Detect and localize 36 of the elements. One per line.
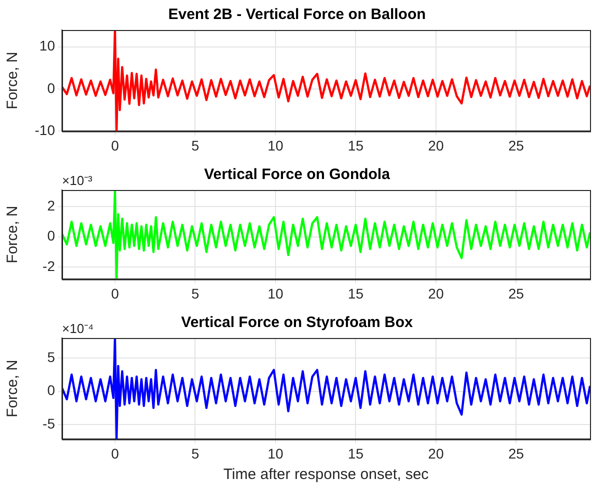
- x-tick-label: 10: [268, 285, 284, 302]
- y-tick-label: 0: [47, 228, 56, 244]
- y-tick-label: -10: [34, 122, 56, 138]
- chart-title: Vertical Force on Styrofoam Box: [181, 314, 414, 332]
- x-tick-label: 0: [111, 285, 120, 302]
- text: ×10⁻³: [62, 173, 94, 188]
- x-axis-title: Time after response onset, sec: [223, 466, 430, 484]
- y-tick-label: -2: [42, 258, 56, 274]
- y-tick-label: 0: [47, 80, 56, 96]
- x-tick-label: 20: [428, 285, 444, 302]
- text: ×10⁻⁴: [62, 321, 94, 336]
- x-tick-label: 10: [268, 445, 284, 462]
- chart-title: Event 2B - Vertical Force on Balloon: [168, 6, 426, 24]
- x-tick-label: 25: [508, 285, 524, 302]
- x-tick-label: 0: [111, 445, 120, 462]
- x-tick-label: 15: [348, 445, 364, 462]
- x-tick-label: 15: [348, 137, 364, 154]
- y-tick-label: 0: [47, 382, 56, 398]
- x-tick-label: 10: [268, 137, 284, 154]
- y-axis-title: Force, N: [4, 360, 22, 418]
- x-tick-label: 20: [428, 137, 444, 154]
- chart-title: Vertical Force on Gondola: [204, 166, 391, 184]
- x-tick-label: 5: [191, 137, 200, 154]
- x-tick-label: 5: [191, 445, 200, 462]
- x-tick-label: 25: [508, 445, 524, 462]
- x-tick-label: 25: [508, 137, 524, 154]
- y-axis-title: Force, N: [4, 206, 22, 264]
- x-tick-label: 15: [348, 285, 364, 302]
- x-tick-label: 0: [111, 137, 120, 154]
- y-tick-label: 10: [39, 38, 56, 54]
- y-tick-label: -5: [42, 415, 56, 432]
- y-tick-label: 5: [47, 348, 56, 365]
- x-tick-label: 5: [191, 285, 200, 302]
- y-axis-title: Force, N: [4, 52, 22, 110]
- x-tick-label: 20: [428, 445, 444, 462]
- y-tick-label: 2: [47, 197, 56, 214]
